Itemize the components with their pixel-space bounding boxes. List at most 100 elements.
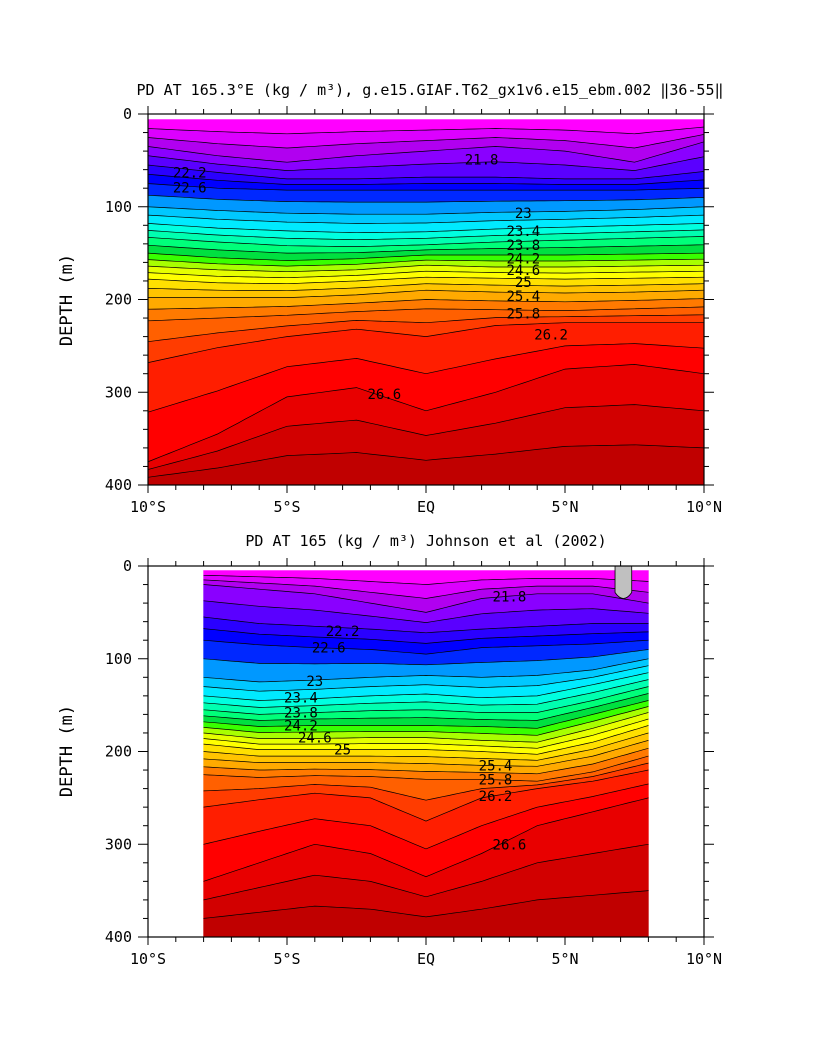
x-tick-label: 10°S bbox=[130, 950, 166, 968]
contour-line bbox=[203, 658, 649, 683]
contour-line bbox=[148, 444, 704, 478]
contour-line bbox=[203, 732, 649, 761]
contour-line bbox=[203, 718, 649, 749]
contour-label: 25.4 bbox=[479, 758, 513, 774]
contour-label: 23.8 bbox=[284, 706, 318, 722]
contour-line bbox=[203, 769, 649, 822]
y-tick-label: 0 bbox=[123, 557, 132, 575]
chart-title: PD AT 165 (kg / m³) Johnson et al (2002) bbox=[245, 532, 606, 550]
contour-line bbox=[203, 706, 649, 736]
contour-line bbox=[148, 134, 704, 149]
contour-label: 26.2 bbox=[479, 789, 513, 805]
contour-label: 23.4 bbox=[284, 691, 318, 707]
contour-line bbox=[148, 236, 704, 247]
contour-line bbox=[203, 843, 649, 901]
contour-line bbox=[203, 679, 649, 708]
contour-lines bbox=[203, 566, 649, 919]
contour-line bbox=[148, 343, 704, 413]
y-tick-label: 200 bbox=[105, 743, 132, 761]
contour-line bbox=[148, 252, 704, 261]
contour-label: 23 bbox=[306, 674, 323, 690]
contour-line bbox=[148, 194, 704, 203]
contour-line bbox=[203, 700, 649, 729]
y-tick-label: 300 bbox=[105, 835, 132, 853]
contour-line bbox=[148, 322, 704, 363]
contour-label: 24.2 bbox=[284, 719, 318, 735]
contour-line bbox=[148, 306, 704, 322]
contour-line bbox=[148, 173, 704, 185]
contour-line bbox=[148, 404, 704, 470]
contour-label: 21.8 bbox=[465, 152, 499, 168]
y-tick-label: 100 bbox=[105, 650, 132, 668]
contour-line bbox=[203, 712, 649, 743]
x-tick-label: 5°N bbox=[551, 498, 578, 516]
contour-line bbox=[203, 600, 649, 623]
contour-label: 25.8 bbox=[506, 306, 540, 322]
contour-line bbox=[203, 672, 649, 701]
contour-line bbox=[148, 223, 704, 234]
contour-label: 26.6 bbox=[367, 387, 401, 403]
contour-line bbox=[148, 264, 704, 273]
y-tick-label: 0 bbox=[123, 105, 132, 123]
contour-line bbox=[203, 616, 649, 634]
contour-label: 22.2 bbox=[326, 624, 360, 640]
y-axis-label: DEPTH (m) bbox=[57, 705, 77, 797]
contour-lines bbox=[148, 126, 704, 478]
contour-line bbox=[203, 574, 649, 585]
contour-line bbox=[203, 584, 649, 613]
contour-label: 25.8 bbox=[479, 772, 513, 788]
contour-line bbox=[203, 755, 649, 782]
contour-line bbox=[148, 164, 704, 180]
contour-line bbox=[203, 725, 649, 755]
x-tick-label: 5°S bbox=[273, 950, 300, 968]
axes: 10°S 5°S EQ 5°N 10°N 0 100 200 300 400 bbox=[105, 105, 722, 516]
contour-line bbox=[148, 298, 704, 310]
contour-line bbox=[148, 258, 704, 267]
contour-line bbox=[203, 762, 649, 801]
contour-label: 23 bbox=[515, 206, 532, 222]
contour-line bbox=[148, 141, 704, 163]
contour-line bbox=[148, 206, 704, 215]
contour-line bbox=[203, 579, 649, 599]
x-tick-label: EQ bbox=[417, 498, 435, 516]
x-tick-label: 10°S bbox=[130, 498, 166, 516]
y-axis-label: DEPTH (m) bbox=[57, 254, 77, 346]
contour-labels: 21.822.222.62323.423.824.224.62525.425.8… bbox=[284, 590, 526, 854]
contour-label: 25 bbox=[515, 275, 532, 291]
contour-label: 21.8 bbox=[493, 590, 527, 606]
contour-label: 26.6 bbox=[493, 837, 527, 853]
contour-label: 22.2 bbox=[173, 165, 207, 181]
axes: 10°S 5°S EQ 5°N 10°N 0 100 200 300 400 bbox=[105, 557, 722, 968]
missing-data-region bbox=[614, 566, 633, 599]
filled-contour-bands bbox=[148, 119, 704, 485]
panel-model-section: PD AT 165.3°E (kg / m³), g.e15.GIAF.T62_… bbox=[57, 81, 724, 516]
contour-line bbox=[148, 183, 704, 191]
contour-label: 24.6 bbox=[298, 731, 332, 747]
contour-line bbox=[148, 155, 704, 171]
y-tick-label: 100 bbox=[105, 198, 132, 216]
contour-label: 26.2 bbox=[534, 328, 568, 344]
contour-label: 24.6 bbox=[506, 263, 540, 279]
contour-line bbox=[203, 649, 649, 666]
y-tick-label: 400 bbox=[105, 476, 132, 494]
contour-line bbox=[148, 276, 704, 285]
contour-label: 22.6 bbox=[173, 180, 207, 196]
contour-line bbox=[148, 244, 704, 254]
contour-line bbox=[203, 890, 649, 919]
x-tick-label: 5°N bbox=[551, 950, 578, 968]
filled-contour-bands bbox=[203, 570, 649, 937]
contour-label: 22.6 bbox=[312, 641, 346, 657]
contour-line bbox=[203, 693, 649, 721]
y-tick-label: 200 bbox=[105, 291, 132, 309]
contour-line bbox=[203, 639, 649, 655]
contour-line bbox=[148, 214, 704, 224]
contour-labels: 21.822.222.62323.423.824.224.62525.425.8… bbox=[173, 152, 568, 403]
contour-label: 25.4 bbox=[506, 289, 540, 305]
contour-line bbox=[148, 270, 704, 279]
contour-line bbox=[148, 126, 704, 135]
contour-line bbox=[148, 364, 704, 463]
contour-line bbox=[203, 783, 649, 850]
contour-label: 24.2 bbox=[506, 252, 540, 268]
x-tick-label: 10°N bbox=[686, 950, 722, 968]
